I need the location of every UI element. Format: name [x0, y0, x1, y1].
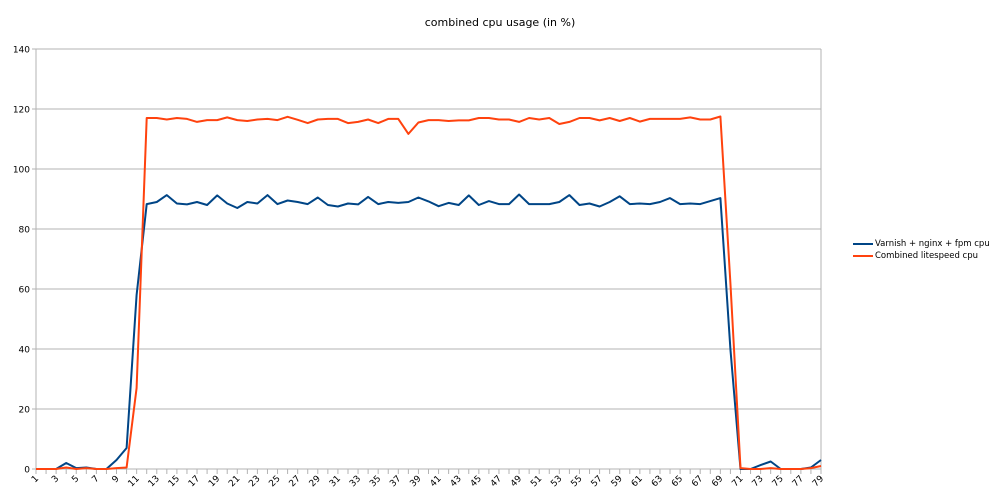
x-tick-label: 69 — [710, 474, 725, 489]
x-tick-label: 31 — [328, 474, 343, 489]
x-tick-label: 53 — [549, 474, 564, 489]
x-tick-label: 11 — [127, 474, 142, 489]
x-tick-label: 67 — [690, 474, 705, 489]
x-tick-label: 59 — [610, 474, 625, 489]
x-tick-label: 17 — [187, 474, 202, 489]
series-lines — [36, 115, 822, 470]
y-tick-label: 40 — [19, 346, 31, 356]
x-tick-label: 79 — [811, 474, 826, 489]
legend-label: Combined litespeed cpu — [875, 251, 979, 261]
x-tick-label: 13 — [147, 474, 162, 489]
legend-swatch-orange-icon — [853, 255, 873, 257]
x-tick-label: 71 — [730, 474, 745, 489]
x-tick-label: 45 — [469, 474, 484, 489]
y-tick-label: 140 — [13, 46, 30, 56]
legend-item-litespeed: Combined litespeed cpu — [853, 250, 990, 262]
x-tick-label: 35 — [368, 474, 383, 489]
x-tick-label: 47 — [489, 474, 504, 489]
y-tick-label: 100 — [13, 166, 30, 176]
y-axis: 0 20 40 60 80 100 120 140 — [13, 46, 822, 476]
chart-title: combined cpu usage (in %) — [424, 16, 576, 29]
x-tick-label: 29 — [308, 474, 323, 489]
x-tick-label: 27 — [288, 474, 303, 489]
x-tick-label: 41 — [429, 474, 444, 489]
x-tick-label: 3 — [50, 474, 61, 485]
x-tick-label: 51 — [529, 474, 544, 489]
y-tick-label: 120 — [13, 106, 30, 116]
y-tick-label: 0 — [24, 466, 30, 476]
x-tick-label: 19 — [207, 474, 222, 489]
x-tick-label: 49 — [509, 474, 524, 489]
legend-swatch-blue-icon — [853, 243, 873, 245]
x-tick-label: 21 — [227, 474, 242, 489]
x-tick-label: 55 — [569, 474, 584, 489]
y-tick-label: 60 — [19, 286, 31, 296]
gridlines — [32, 48, 821, 470]
x-tick-label: 63 — [650, 474, 665, 489]
x-tick-label: 1 — [30, 474, 41, 485]
x-tick-label: 33 — [348, 474, 363, 489]
x-tick-label: 65 — [670, 474, 685, 489]
x-tick-label: 9 — [111, 474, 122, 485]
x-tick-label: 61 — [630, 474, 645, 489]
x-tick-label: 23 — [247, 474, 262, 489]
legend: Varnish + nginx + fpm cpu Combined lites… — [853, 238, 990, 262]
x-tick-label: 7 — [90, 474, 101, 485]
series-line-0 — [36, 193, 822, 470]
series-line-1 — [36, 115, 822, 470]
x-tick-label: 39 — [408, 474, 423, 489]
legend-item-varnish: Varnish + nginx + fpm cpu — [853, 238, 990, 250]
x-tick-label: 57 — [590, 474, 605, 489]
x-axis: 1 3 5 7 9 11 13 15 17 19 21 23 25 27 29 31 33 35 37 39 41 43 4… — [30, 469, 826, 489]
x-tick-label: 37 — [388, 474, 403, 489]
x-tick-label: 75 — [771, 474, 786, 489]
y-tick-label: 20 — [19, 406, 31, 416]
legend-label: Varnish + nginx + fpm cpu — [875, 239, 990, 249]
x-tick-label: 73 — [751, 474, 766, 489]
x-tick-label: 77 — [791, 474, 806, 489]
x-tick-label: 43 — [449, 474, 464, 489]
x-tick-label: 5 — [70, 474, 81, 485]
y-tick-label: 80 — [19, 226, 31, 236]
x-tick-label: 25 — [267, 474, 282, 489]
x-tick-label: 15 — [167, 474, 182, 489]
